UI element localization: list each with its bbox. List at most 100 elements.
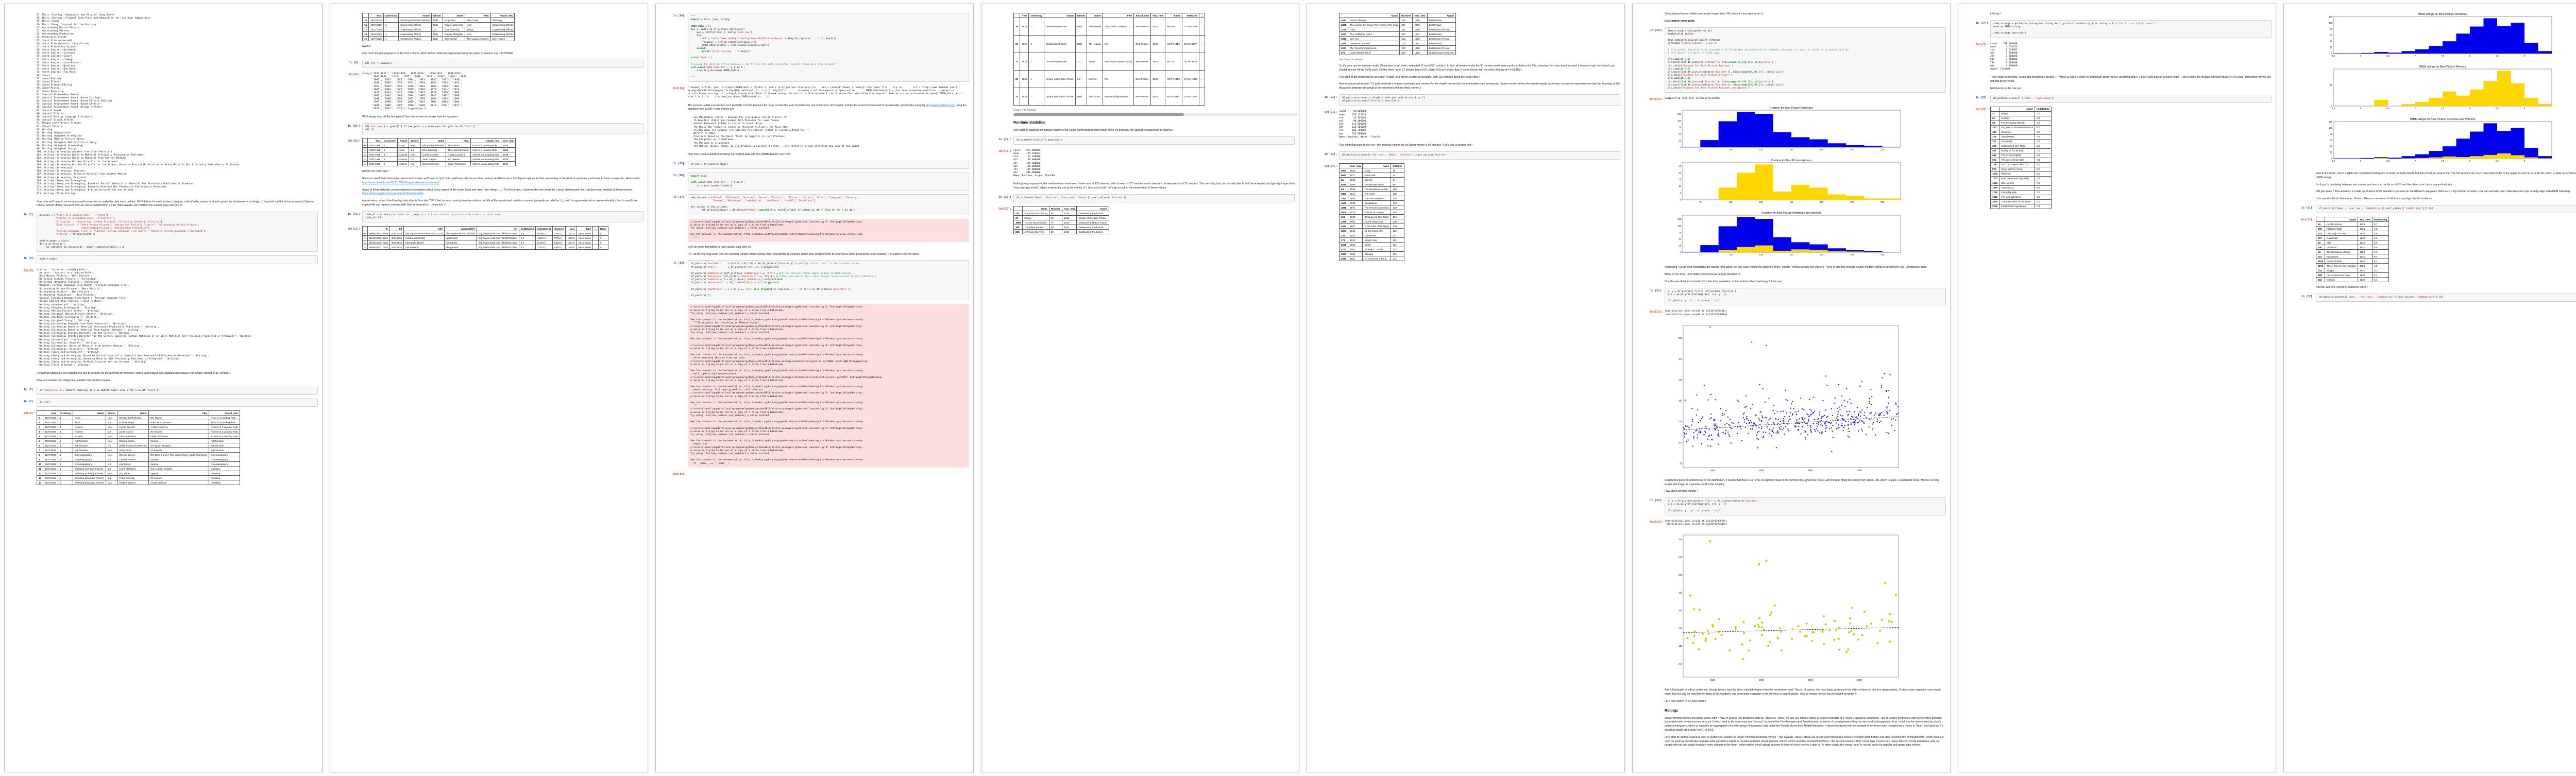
scatter-point [1750, 428, 1751, 430]
table-cell: 8698 [1338, 242, 1349, 248]
x-tick: 75 [1699, 201, 1702, 203]
scatter-point [1837, 413, 1839, 415]
scatter-point [1799, 631, 1802, 633]
table-row: 7 1927/1928 1 Art Direction NaN Harry Oliver 7… [36, 447, 240, 453]
scatter-point [1745, 405, 1747, 407]
x-tick: 175 [1820, 148, 1824, 151]
scatter-point [1831, 408, 1832, 410]
table-cell: Alibi [2325, 240, 2358, 246]
scatter-point [1794, 425, 1795, 427]
scatter-point [1858, 413, 1859, 415]
code-input: df['Year'].unique() [362, 59, 643, 68]
column-header: Year_new [1062, 206, 1077, 212]
markdown-paragraph: (All writing categories are mapped into … [9, 372, 318, 376]
scatter-point [1783, 427, 1784, 429]
scatter-point [1828, 421, 1830, 423]
scatter-point [1756, 434, 1757, 436]
table-row: 8355 2002 Chicago 113 [1338, 251, 1404, 257]
scatter-point [1821, 424, 1823, 426]
x-tick: 1940 [1710, 469, 1715, 472]
table-caption: 531 rows × 4 columns [1339, 59, 1363, 61]
table-cell: 7.7 [2034, 111, 2052, 116]
column-header: Award [1427, 13, 1456, 18]
scatter-point [1686, 637, 1689, 640]
x-tick: 200 [1850, 253, 1854, 256]
table-cell: 10 [36, 461, 44, 467]
output-cell: Out[21]: count 90.000000 mean 138.255556 … [1311, 109, 1620, 140]
input-prompt: In [9]: [349, 61, 360, 64]
input-prompt: In [32]: [2301, 295, 2314, 298]
hyperlink[interactable]: http://www.zanmel.com/2015/12/14/10-grea… [362, 181, 439, 184]
scatter-point [1848, 436, 1850, 438]
scatter-point [1889, 374, 1891, 375]
output-text: {'Actor': 'Actor in a Leading Role', 'Ac… [37, 268, 253, 367]
output-prompt: Out[9]: [349, 73, 360, 76]
table-cell: 6.0 [2034, 129, 2052, 135]
stream-text: - Les Misérables (2012) : because the js… [690, 116, 859, 148]
table-cell: 5700.0 [552, 235, 566, 241]
table-cell: 1754 [1990, 189, 2000, 195]
column-header: Award_new [490, 13, 515, 18]
table-cell: The Lord of the Rings: The Return of the… [1348, 22, 1400, 27]
code-input: df_picture['Runtime'] = [int(r[:-4]) for… [688, 260, 969, 301]
hist-bar-nominees [1718, 226, 1737, 253]
output-prompt: Out[22]: [1324, 165, 1337, 168]
input-prompt: In [19]: [998, 137, 1011, 141]
table-row: 385 Mutiny on the Bounty 7.2 [1990, 148, 2052, 153]
hist-bar-nominees [2470, 26, 2484, 54]
scatter-point [1868, 426, 1870, 428]
scatter-point [1693, 432, 1694, 434]
scatter-point [1789, 418, 1791, 420]
hyperlink[interactable]: https://www.kaggle.com/orgesleka/imdbmov… [362, 192, 424, 196]
scatter-point [1871, 404, 1872, 406]
scatter-point [1842, 415, 1843, 417]
hist-bar-nominees [1864, 251, 1883, 253]
table-cell: 1931 [2357, 268, 2373, 273]
table-cell: 1934 [1348, 214, 1363, 220]
table-cell: Directing (Comedy Picture) [73, 471, 106, 476]
column-header: Name [2325, 217, 2358, 222]
markdown-paragraph: Nothing very impressive, the median osca… [986, 182, 1295, 191]
markdown-paragraph: Despite the general randomness of the di… [1637, 479, 1946, 487]
table-cell: Goldrausch (1925) [403, 235, 445, 241]
code-input: aliases = {"Actor in a Leading Role" : [… [37, 212, 318, 252]
scatter-point [1683, 426, 1684, 428]
table-cell: Art Direction [73, 447, 106, 453]
table-cell: The Crowd [1087, 88, 1103, 106]
input-prompt: In [20]: [998, 196, 1011, 199]
table-row: 22 1928 Sunrise 94 [1338, 177, 1404, 183]
scatter-point [1879, 630, 1882, 632]
scatter-point [1693, 437, 1694, 439]
table-cell: ... [1199, 53, 1206, 71]
table-cell: Best Picture [1133, 70, 1151, 88]
hist-bar-nominees [1718, 121, 1737, 148]
code-input: import json with open('OMDB_data.txt', '… [688, 172, 969, 191]
scatter-point [1849, 410, 1851, 412]
scatter-point [1758, 427, 1760, 428]
scatter-point [1818, 422, 1819, 423]
table-cell: 1927/1928 [368, 18, 384, 23]
table-cell: Best Motion Picture [1427, 45, 1456, 50]
table-cell: 1927/1928 [368, 36, 384, 41]
table-cell: The Best Years of Our Lives [1999, 199, 2035, 204]
hyperlink[interactable]: http://www.omdbapi.com [925, 104, 955, 107]
scatter-point [1830, 422, 1832, 424]
scatter-point [1744, 426, 1747, 428]
table-cell: 6.0 [2372, 240, 2389, 246]
scatter-point [1737, 433, 1738, 434]
table-cell: NaN [431, 36, 444, 41]
table-cell: 9180.0 [552, 240, 566, 246]
scatter-point [1745, 395, 1747, 396]
scatter-point [1738, 401, 1740, 403]
scatter-point [1743, 421, 1745, 423]
table-header-row: Year_new Name Runtime [1338, 163, 1404, 169]
scatter-point [1825, 417, 1827, 418]
table-row: 2135 Gentleman's Agreement 7.4 [1990, 203, 2052, 209]
table-cell: 7 [36, 447, 44, 453]
scatter-point [1804, 437, 1806, 438]
scrollbar-thumb[interactable] [1013, 113, 1184, 116]
table-cell: 1927/1928 [43, 415, 58, 421]
scatter-point [1821, 433, 1822, 435]
table-cell: 1912 [1338, 196, 1349, 201]
table-cell: Cimarron [2325, 245, 2358, 250]
